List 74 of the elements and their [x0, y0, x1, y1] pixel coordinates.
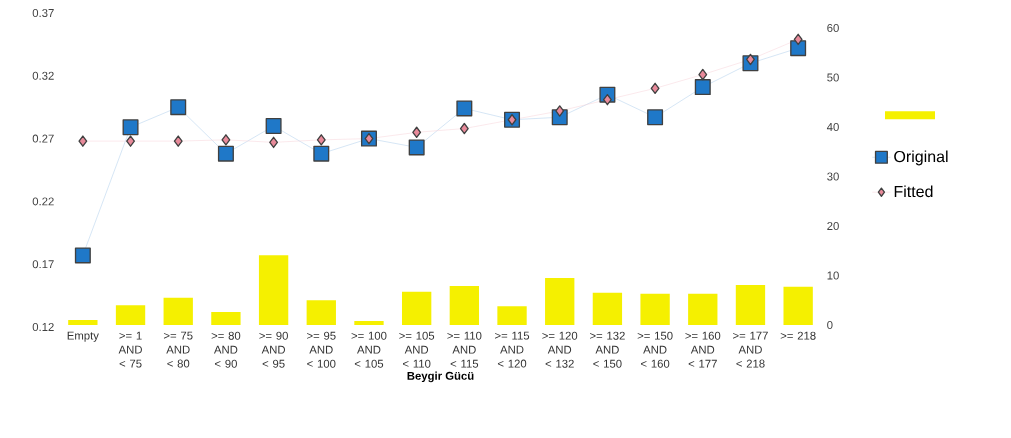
- x-tick-label: >= 132 AND < 150: [590, 331, 625, 368]
- bar: [354, 321, 384, 325]
- point: [217, 145, 234, 162]
- bar: [640, 293, 670, 325]
- x-tick-label: >= 100 AND < 105: [351, 331, 387, 368]
- bar: [115, 305, 146, 325]
- bar: [401, 291, 432, 325]
- y-tick-label: 0.37: [32, 8, 54, 17]
- y2-tick-label: 10: [827, 271, 839, 280]
- point: [408, 139, 425, 156]
- bar: [68, 320, 98, 325]
- x-tick-label: >= 120 AND < 132: [542, 331, 578, 368]
- x-tick-label: >= 218: [780, 331, 816, 340]
- x-tick-label: >= 80 AND < 90: [211, 331, 241, 368]
- point: [507, 114, 517, 126]
- y2-tick-label: 40: [826, 122, 839, 131]
- bar: [211, 312, 241, 325]
- point: [313, 145, 330, 162]
- point: [555, 105, 565, 117]
- bar: [306, 300, 336, 325]
- y-tick-label: 0.32: [32, 71, 54, 80]
- y2-tick-label: 60: [827, 23, 839, 32]
- x-tick-label: >= 160 AND < 177: [685, 331, 721, 368]
- bar: [497, 306, 527, 325]
- point: [122, 119, 139, 136]
- y2-tick-label: 0: [827, 320, 833, 329]
- bar: [783, 286, 813, 325]
- point: [602, 93, 612, 106]
- bar: [688, 293, 718, 325]
- point: [269, 136, 279, 149]
- bar: [545, 277, 575, 325]
- legend-label: Original: [894, 150, 948, 166]
- x-tick-label: >= 115 AND < 120: [495, 331, 530, 368]
- x-tick-label: >= 177 AND < 218: [733, 331, 768, 368]
- point: [456, 100, 473, 117]
- x-tick-label: >= 110 AND < 115: [447, 331, 482, 368]
- y-tick-label: 0.22: [32, 197, 54, 206]
- bar: [163, 297, 193, 325]
- x-tick-label: Empty: [67, 331, 99, 342]
- point: [650, 82, 660, 95]
- point: [126, 135, 136, 147]
- x-tick-label: >= 90 AND < 95: [259, 331, 288, 368]
- x-tick-label: >= 105 AND < 110: [399, 331, 435, 368]
- y-tick-label: 0.27: [32, 134, 54, 143]
- legend-label: Fitted: [894, 185, 933, 198]
- point: [459, 122, 469, 135]
- point: [698, 68, 708, 81]
- point: [265, 118, 282, 135]
- point: [412, 126, 422, 139]
- bar: [258, 255, 289, 325]
- point: [364, 132, 374, 145]
- bar: [735, 284, 766, 325]
- point: [694, 79, 711, 96]
- point: [74, 247, 91, 264]
- point: [78, 135, 88, 147]
- point: [647, 109, 664, 126]
- bar: [592, 292, 623, 325]
- x-axis-title: Beygir Gücü: [407, 371, 474, 383]
- point: [790, 40, 807, 57]
- y2-tick-label: 30: [827, 172, 839, 181]
- point: [793, 33, 803, 46]
- point: [221, 134, 231, 146]
- y-tick-label: 0.12: [32, 322, 54, 331]
- y2-tick-label: 50: [827, 73, 839, 82]
- x-tick-label: >= 1 AND < 75: [118, 331, 142, 368]
- point: [173, 135, 183, 147]
- bar: [449, 285, 480, 325]
- y2-tick-label: 20: [827, 221, 839, 230]
- x-tick-label: >= 150 AND < 160: [637, 331, 673, 368]
- y-tick-label: 0.17: [32, 260, 54, 269]
- point: [316, 134, 326, 146]
- x-tick-label: >= 75 AND < 80: [163, 331, 193, 368]
- x-tick-label: >= 95 AND < 100: [307, 331, 336, 368]
- point: [170, 99, 187, 116]
